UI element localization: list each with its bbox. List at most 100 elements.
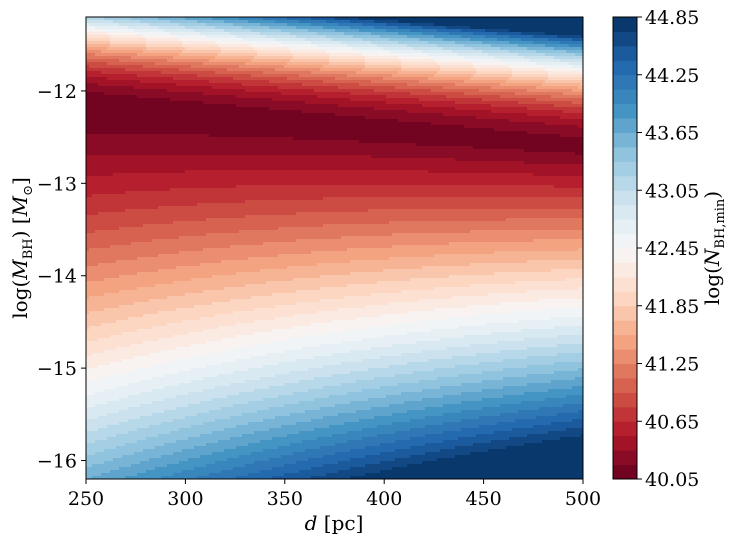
heatmap-cell <box>533 50 537 54</box>
heatmap-cell <box>422 83 426 87</box>
heatmap-cell <box>233 29 237 33</box>
heatmap-cell <box>551 65 555 69</box>
heatmap-cell <box>227 53 231 57</box>
heatmap-cell <box>245 32 249 36</box>
heatmap-cell <box>137 35 141 39</box>
heatmap-cell <box>545 62 549 66</box>
heatmap-cell <box>95 50 99 54</box>
heatmap-cell <box>359 50 363 54</box>
heatmap-cell <box>245 29 249 33</box>
heatmap-cell <box>131 65 135 69</box>
heatmap-cell <box>113 53 117 57</box>
heatmap-cell <box>254 35 258 39</box>
heatmap-cell <box>236 56 240 60</box>
heatmap-cell <box>401 20 405 24</box>
heatmap-cell <box>455 32 459 36</box>
heatmap-cell <box>365 71 369 75</box>
heatmap-cell <box>563 59 567 63</box>
heatmap-cell <box>308 23 312 27</box>
heatmap-cell <box>104 68 108 72</box>
heatmap-cell <box>206 26 210 30</box>
heatmap-cell <box>293 23 297 27</box>
heatmap-cell <box>317 32 321 36</box>
heatmap-cell <box>572 56 576 60</box>
heatmap-cell <box>317 44 321 48</box>
heatmap-cell <box>356 53 360 57</box>
heatmap-cell <box>287 32 291 36</box>
heatmap-cell <box>209 44 213 48</box>
heatmap-cell <box>242 44 246 48</box>
heatmap-cell <box>221 35 225 39</box>
heatmap-cell <box>503 41 507 45</box>
heatmap-cell <box>578 92 582 96</box>
heatmap-cell <box>170 62 174 66</box>
heatmap-cell <box>494 50 498 54</box>
heatmap-cell <box>464 53 468 57</box>
heatmap-cell <box>458 86 462 90</box>
heatmap-cell <box>482 17 486 21</box>
heatmap-cell <box>281 29 285 33</box>
heatmap-cell <box>455 80 459 84</box>
heatmap-cell <box>275 17 279 21</box>
heatmap-cell <box>437 68 441 72</box>
heatmap-cell <box>542 71 546 75</box>
heatmap-cell <box>350 26 354 30</box>
heatmap-cell <box>449 56 453 60</box>
heatmap-cell <box>383 32 387 36</box>
heatmap-cell <box>215 89 219 93</box>
heatmap-cell <box>167 80 171 84</box>
heatmap-cell <box>164 95 168 99</box>
heatmap-cell <box>374 77 378 81</box>
heatmap-cell <box>323 44 327 48</box>
heatmap-cell <box>323 71 327 75</box>
heatmap-cell <box>389 86 393 90</box>
heatmap-cell <box>524 62 528 66</box>
heatmap-cell <box>314 26 318 30</box>
heatmap-cell <box>572 62 576 66</box>
heatmap-cell <box>221 62 225 66</box>
heatmap-cell <box>131 20 135 24</box>
heatmap-cell <box>254 47 258 51</box>
heatmap-cell <box>242 17 246 21</box>
heatmap-cell <box>497 47 501 51</box>
heatmap-cell <box>185 80 189 84</box>
heatmap-cell <box>416 47 420 51</box>
heatmap-cell <box>383 59 387 63</box>
heatmap-cell <box>311 68 315 72</box>
heatmap-cell <box>455 23 459 27</box>
heatmap-cell <box>227 71 231 75</box>
heatmap-cell <box>446 86 450 90</box>
heatmap-cell <box>356 56 360 60</box>
heatmap-cell <box>482 38 486 42</box>
heatmap-cell <box>116 53 120 57</box>
heatmap-cell <box>455 50 459 54</box>
heatmap-cell <box>137 50 141 54</box>
heatmap-cell <box>254 26 258 30</box>
heatmap-cell <box>287 86 291 90</box>
heatmap-cell <box>158 86 162 90</box>
heatmap-cell <box>170 74 174 78</box>
heatmap-cell <box>173 92 177 96</box>
heatmap-cell <box>425 80 429 84</box>
heatmap-cell <box>569 71 573 75</box>
heatmap-cell <box>536 32 540 36</box>
heatmap-cell <box>101 23 105 27</box>
heatmap-cell <box>218 62 222 66</box>
heatmap-cell <box>215 35 219 39</box>
heatmap-cell <box>251 32 255 36</box>
heatmap-cell <box>464 35 468 39</box>
heatmap-cell <box>293 68 297 72</box>
heatmap-cell <box>221 59 225 63</box>
heatmap-cell <box>521 23 525 27</box>
heatmap-cell <box>227 74 231 78</box>
heatmap-cell <box>212 56 216 60</box>
heatmap-cell <box>350 59 354 63</box>
heatmap-cell <box>428 74 432 78</box>
heatmap-cell <box>263 92 267 96</box>
heatmap-cell <box>209 47 213 51</box>
heatmap-cell <box>368 44 372 48</box>
heatmap-cell <box>509 50 513 54</box>
heatmap-cell <box>500 38 504 42</box>
heatmap-cell <box>155 83 159 87</box>
heatmap-cell <box>158 50 162 54</box>
